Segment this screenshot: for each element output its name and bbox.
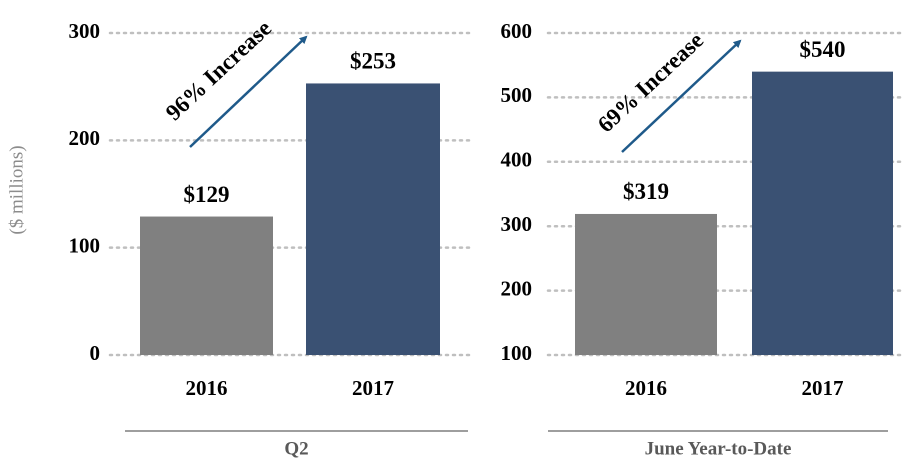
bar	[752, 71, 893, 355]
y-tick-label: 100	[501, 341, 533, 365]
x-tick-label: 2016	[186, 376, 228, 400]
value-label: $319	[623, 179, 669, 204]
annotation: 69% Increase	[593, 27, 708, 137]
y-axis-label: ($ millions)	[6, 145, 27, 234]
y-tick-label: 200	[69, 126, 101, 150]
y-tick-label: 500	[501, 83, 533, 107]
y-tick-label: 200	[501, 276, 533, 300]
y-tick-label: 100	[69, 233, 101, 257]
x-tick-label: 2017	[352, 376, 394, 400]
bar	[140, 216, 273, 355]
y-tick-label: 300	[501, 212, 533, 236]
annotation: 96% Increase	[161, 15, 276, 125]
y-tick-label: 400	[501, 148, 533, 172]
bar	[575, 213, 717, 355]
value-label: $540	[800, 37, 846, 62]
x-tick-label: 2016	[625, 376, 667, 400]
bar	[306, 83, 440, 356]
x-axis-label: June Year-to-Date	[645, 438, 792, 459]
annotation-arrow	[621, 39, 742, 153]
x-tick-label: 2017	[802, 376, 844, 400]
value-label: $129	[184, 182, 230, 207]
y-tick-label: 300	[69, 19, 101, 43]
y-tick-label: 600	[501, 19, 533, 43]
value-label: $253	[350, 49, 396, 74]
x-axis-label: Q2	[284, 438, 308, 459]
y-tick-label: 0	[90, 341, 101, 365]
annotation-arrow	[189, 35, 308, 148]
